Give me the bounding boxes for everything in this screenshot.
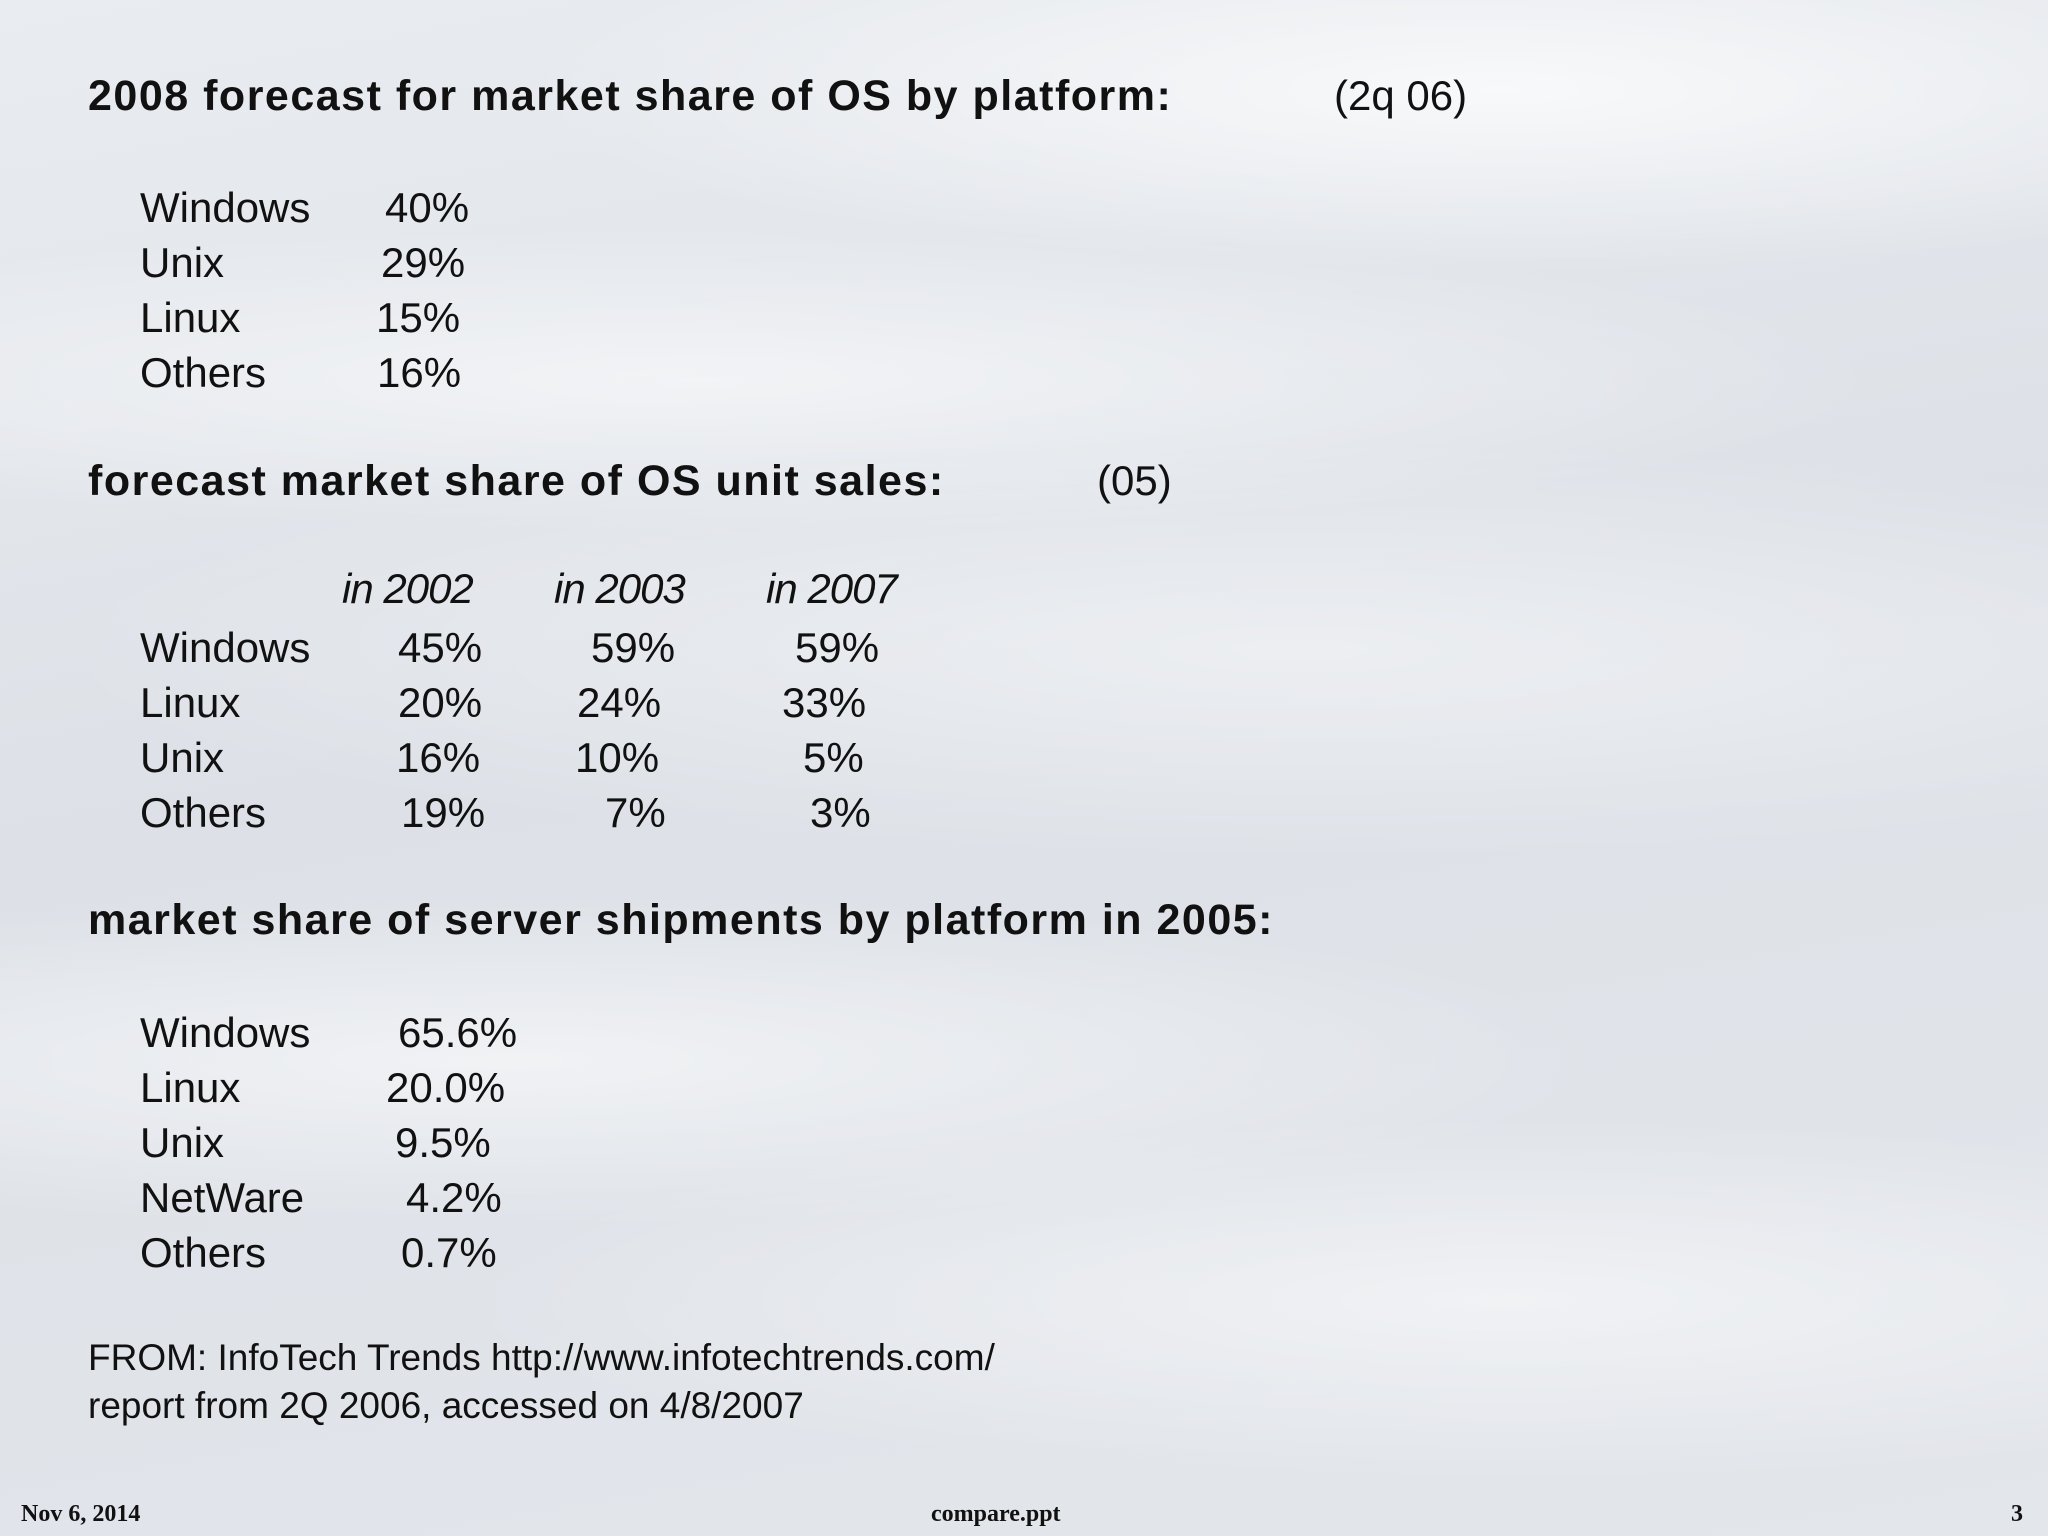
section2-value-2-1: 10%	[575, 734, 660, 781]
section2-value-2-2: 5%	[803, 734, 864, 781]
section1-heading: 2008 forecast for market share of OS by …	[88, 72, 1173, 120]
section3-share-0: 65.6%	[398, 1009, 518, 1056]
section2-column-2002: in 2002	[342, 565, 474, 612]
section3-share-1: 20.0%	[386, 1064, 506, 1111]
section2-value-1-2: 33%	[782, 679, 867, 726]
section1-share-3: 16%	[377, 349, 462, 396]
section2-heading: forecast market share of OS unit sales:	[88, 457, 945, 505]
section2-os-1: Linux	[140, 679, 241, 726]
footer-date: Nov 6, 2014	[21, 1501, 141, 1527]
section2-note: (05)	[1097, 457, 1172, 504]
section2-column-2007: in 2007	[766, 565, 898, 612]
section3-os-3: NetWare	[140, 1174, 305, 1221]
source-line-2: report from 2Q 2006, accessed on 4/8/200…	[88, 1385, 804, 1426]
section2-value-0-2: 59%	[795, 624, 880, 671]
footer-filename: compare.ppt	[931, 1501, 1061, 1527]
section2-value-3-2: 3%	[810, 789, 871, 836]
section1-os-2: Linux	[140, 294, 241, 341]
section1-os-0: Windows	[140, 184, 311, 231]
section3-os-0: Windows	[140, 1009, 311, 1056]
section2-column-2003: in 2003	[554, 565, 686, 612]
section3-share-2: 9.5%	[395, 1119, 491, 1166]
section2-value-3-0: 19%	[401, 789, 486, 836]
section3-os-4: Others	[140, 1229, 267, 1276]
section1-share-1: 29%	[381, 239, 466, 286]
section2-os-0: Windows	[140, 624, 311, 671]
section1-os-3: Others	[140, 349, 267, 396]
section1-share-2: 15%	[376, 294, 461, 341]
footer-page-number: 3	[2011, 1501, 2023, 1527]
source-line-1: FROM: InfoTech Trends http://www.infotec…	[88, 1337, 995, 1378]
section2-os-2: Unix	[140, 734, 225, 781]
section1-os-1: Unix	[140, 239, 225, 286]
section2-value-1-1: 24%	[577, 679, 662, 726]
section2-value-0-0: 45%	[398, 624, 483, 671]
section1-share-0: 40%	[385, 184, 470, 231]
section3-os-1: Linux	[140, 1064, 241, 1111]
section2-value-1-0: 20%	[398, 679, 483, 726]
section3-share-4: 0.7%	[401, 1229, 497, 1276]
section2-value-0-1: 59%	[591, 624, 676, 671]
section3-share-3: 4.2%	[406, 1174, 502, 1221]
section3-heading: market share of server shipments by plat…	[88, 896, 1274, 944]
section3-os-2: Unix	[140, 1119, 225, 1166]
section2-value-2-0: 16%	[396, 734, 481, 781]
section2-value-3-1: 7%	[605, 789, 666, 836]
section2-os-3: Others	[140, 789, 267, 836]
section1-note: (2q 06)	[1334, 72, 1468, 119]
